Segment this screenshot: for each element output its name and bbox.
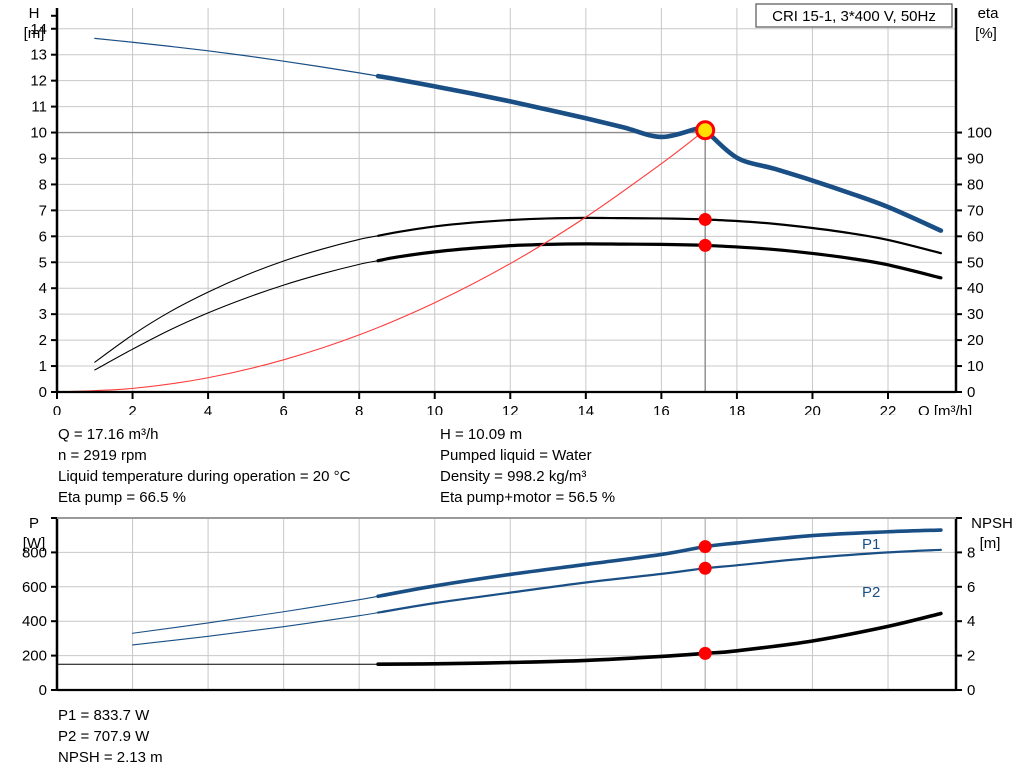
y-axis-tick-label: 13 (30, 47, 47, 64)
y2-axis-tick-label: 20 (967, 332, 984, 349)
head-curve (375, 73, 944, 233)
eta-pump-curve (376, 216, 942, 255)
p2-duty-marker[interactable] (698, 561, 712, 575)
y2-axis-unit: [%] (975, 25, 997, 42)
bottom-chart-container: P1 P2 0 200 400 600 800 0 2 4 6 8 P [W] NPSH [m] (0, 505, 1024, 705)
x-axis-tick-label: 18 (729, 403, 746, 415)
y-axis-tick-label: 200 (22, 648, 47, 665)
y2-axis-tick-label: 6 (967, 579, 975, 596)
y-axis-tick-label: 0 (39, 682, 47, 699)
y2-axis-tick-label: 30 (967, 306, 984, 323)
power-npsh-info: P1 = 833.7 W P2 = 707.9 W NPSH = 2.13 m (58, 705, 163, 768)
npsh-duty-marker[interactable] (698, 646, 712, 660)
info-speed: n = 2919 rpm (58, 447, 147, 464)
y-axis-tick-label: 400 (22, 613, 47, 630)
info-p1: P1 = 833.7 W (58, 707, 150, 724)
info-liquid-temperature: Liquid temperature during operation = 20… (58, 468, 351, 485)
y-axis-tick-label: 12 (30, 73, 47, 90)
x-axis-tick-label: 0 (53, 403, 61, 415)
y2-axis-tick-label: 90 (967, 150, 984, 167)
y2-axis-tick-label: 100 (967, 125, 992, 142)
eta-pump-curve-thin (94, 235, 379, 363)
eta-pump-motor-curve-thin (94, 260, 379, 371)
operating-point-right-column: H = 10.09 m Pumped liquid = Water Densit… (440, 424, 615, 508)
npsh-curve (376, 611, 943, 666)
y2-axis-tick-label: 50 (967, 254, 984, 271)
x-axis-tick-label: 14 (577, 403, 594, 415)
x-axis-tick-label: 22 (880, 403, 897, 415)
title-box (755, 3, 953, 28)
eta-pump-motor-curve (376, 242, 943, 280)
x-axis-tick-label: 16 (653, 403, 670, 415)
y-axis-tick-label: 3 (39, 306, 47, 323)
y-axis-title: P (29, 515, 39, 532)
y2-axis-tick-label: 40 (967, 280, 984, 297)
y-axis-unit: [m] (24, 25, 45, 42)
y-axis-tick-label: 4 (39, 280, 47, 297)
eta-reference-curve (56, 129, 706, 393)
y-axis-tick-label: 600 (22, 579, 47, 596)
head-curve-thin (94, 37, 379, 77)
p1-curve (376, 528, 943, 599)
y-axis-tick-label: 1 (39, 358, 47, 375)
info-npsh: NPSH = 2.13 m (58, 749, 163, 766)
y2-axis-tick-label: 2 (967, 648, 975, 665)
y2-axis-title: NPSH (971, 515, 1013, 532)
power-npsh-chart[interactable]: P1 P2 0 200 400 600 800 0 2 4 6 8 P [W] NPSH [m] (0, 505, 1024, 705)
y-axis-tick-label: 10 (30, 125, 47, 142)
y-axis-tick-label: 9 (39, 150, 47, 167)
p2-curve-label: P2 (862, 584, 880, 601)
x-axis-tick-label: 6 (279, 403, 287, 415)
top-chart-container: 0 1 2 3 4 5 6 7 8 9 10 11 12 13 14 0 10 20 30 40 50 60 70 80 90 1… (0, 0, 1024, 415)
y-axis-tick-label: 5 (39, 254, 47, 271)
y-axis-tick-label: 11 (31, 99, 47, 116)
y2-axis-tick-label: 70 (967, 202, 984, 219)
info-eta-pump-motor: Eta pump+motor = 56.5 % (440, 489, 616, 506)
y-axis-tick-label: 6 (39, 228, 47, 245)
p1-curve-label: P1 (862, 536, 880, 553)
info-density: Density = 998.2 kg/m³ (440, 468, 587, 485)
title-box-label: CRI 15-1, 3*400 V, 50Hz (772, 8, 936, 25)
info-eta-pump: Eta pump = 66.5 % (58, 489, 186, 506)
info-pumped-liquid: Pumped liquid = Water (440, 447, 592, 464)
x-axis-tick-label: 8 (355, 403, 363, 415)
operating-point-left-column: Q = 17.16 m³/h n = 2919 rpm Liquid tempe… (58, 424, 350, 508)
y2-axis-tick-label: 0 (967, 682, 975, 699)
y-axis-tick-label: 7 (39, 202, 47, 219)
x-axis-tick-label: 2 (128, 403, 136, 415)
y-axis-tick-label: 800 (22, 544, 47, 561)
p2-curve-thin (132, 612, 379, 646)
y2-axis-tick-label: 8 (967, 544, 975, 561)
info-q: Q = 17.16 m³/h (58, 426, 159, 443)
x-axis-tick-label: 12 (502, 403, 519, 415)
y-axis-tick-label: 0 (39, 384, 47, 401)
eta-pump-motor-duty-marker[interactable] (698, 238, 712, 252)
y2-axis-tick-label: 4 (967, 613, 975, 630)
y2-axis-tick-label: 80 (967, 176, 984, 193)
duty-point-marker[interactable] (695, 120, 716, 141)
x-axis-tick-label: 4 (204, 403, 212, 415)
y2-axis-unit: [m] (980, 535, 1001, 552)
y2-axis-tick-label: 10 (967, 358, 984, 375)
y-axis-tick-label: 2 (39, 332, 47, 349)
p1-curve-thin (132, 595, 379, 634)
p2-curve (376, 548, 942, 614)
x-axis-title: Q [m³/h] (918, 403, 972, 415)
x-axis-tick-label: 20 (804, 403, 821, 415)
y-axis-tick-label: 8 (39, 176, 47, 193)
info-h: H = 10.09 m (440, 426, 523, 443)
y-axis-tick-label: 14 (30, 21, 47, 38)
y2-axis-tick-label: 0 (967, 384, 975, 401)
head-eta-chart[interactable]: 0123456789101112131401020304050607080901… (0, 0, 1024, 415)
y2-axis-tick-label: 60 (967, 228, 984, 245)
y-axis-unit: [W] (23, 535, 46, 552)
p1-duty-marker[interactable] (698, 540, 712, 554)
y-axis-title: H (29, 5, 40, 22)
info-p2: P2 = 707.9 W (58, 728, 150, 745)
x-axis-tick-label: 10 (426, 403, 443, 415)
y2-axis-title: eta (978, 5, 1000, 22)
eta-pump-duty-marker[interactable] (698, 212, 712, 226)
